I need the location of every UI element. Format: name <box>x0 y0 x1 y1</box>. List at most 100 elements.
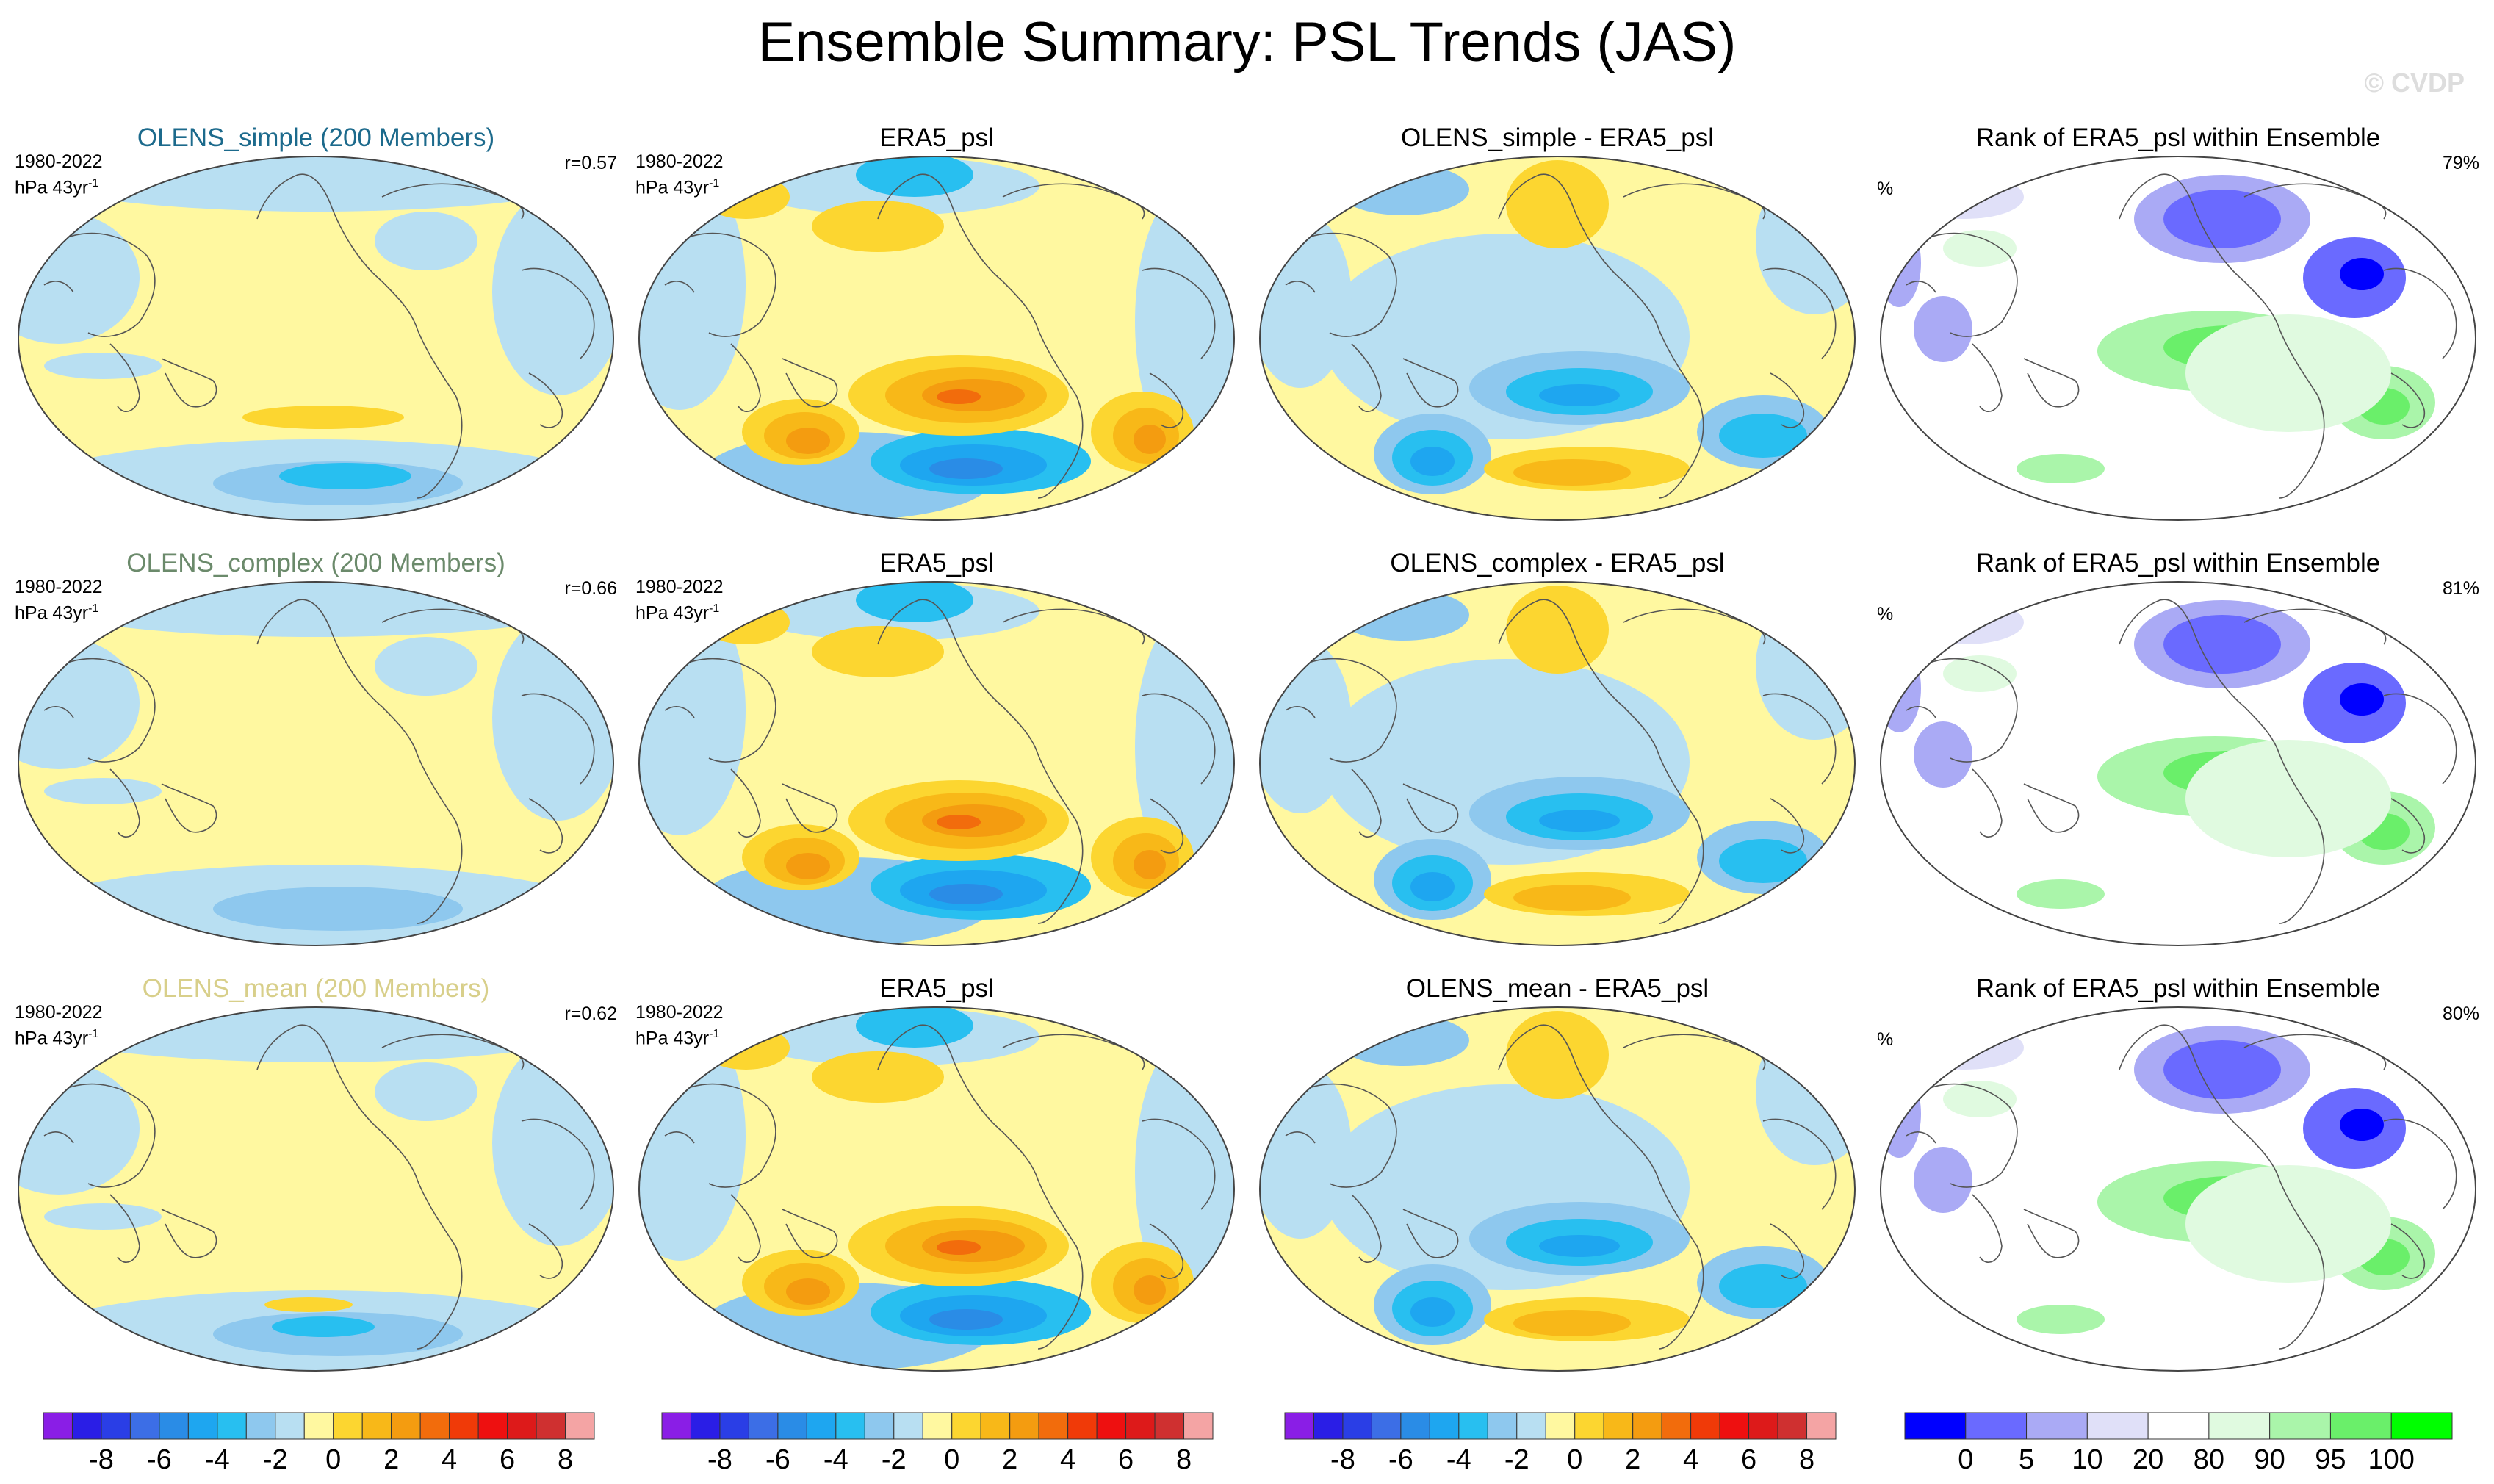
colorbar-tick-label: 100 <box>2368 1444 2415 1475</box>
colorbar-swatch <box>951 1412 981 1440</box>
panel-title: ERA5_psl <box>879 549 994 577</box>
colorbar-swatch <box>1516 1412 1546 1440</box>
units-text: hPa 43yr <box>635 1028 710 1049</box>
colorbar-swatch <box>1719 1412 1750 1440</box>
ensemble-map <box>18 1006 614 1372</box>
trend-colorbar <box>43 1412 595 1440</box>
colorbar-swatch <box>748 1412 779 1440</box>
units-label: hPa 43yr-1 <box>15 1023 103 1049</box>
colorbar-tick-label: 4 <box>442 1444 458 1475</box>
units-exponent: -1 <box>88 602 99 615</box>
colorbar-swatch <box>1038 1412 1069 1440</box>
colorbar-swatch <box>1125 1412 1156 1440</box>
colorbar-tick-label: -8 <box>1330 1444 1355 1475</box>
correlation-label: r=0.57 <box>564 153 617 173</box>
colorbar-tick-label: 95 <box>2315 1444 2346 1475</box>
colorbar-swatch <box>477 1412 508 1440</box>
colorbar-swatch <box>2026 1412 2088 1440</box>
units-label: hPa 43yr-1 <box>15 173 103 198</box>
obs-map <box>638 1006 1235 1372</box>
panel-title: Rank of ERA5_psl within Ensemble <box>1975 123 2381 152</box>
panel-title: OLENS_complex - ERA5_psl <box>1390 549 1725 577</box>
colorbar-swatch <box>2086 1412 2149 1440</box>
colorbar-swatch <box>2147 1412 2210 1440</box>
period-units-label: 1980-2022 hPa 43yr-1 <box>635 576 724 624</box>
colorbar-tick-label: -6 <box>765 1444 790 1475</box>
colorbar-swatch <box>980 1412 1011 1440</box>
colorbar-swatch <box>1284 1412 1314 1440</box>
colorbar-swatch <box>922 1412 953 1440</box>
period-label: 1980-2022 <box>635 577 724 597</box>
percent-unit-label: % <box>1877 1029 1894 1050</box>
units-exponent: -1 <box>88 177 99 190</box>
units-text: hPa 43yr <box>635 177 710 198</box>
colorbar-swatch <box>333 1412 363 1440</box>
colorbar-tick-label: 6 <box>1741 1444 1757 1475</box>
colorbar-swatch <box>303 1412 334 1440</box>
panel-title: OLENS_complex (200 Members) <box>126 549 505 577</box>
colorbar-tick-label: 8 <box>1175 1444 1192 1475</box>
colorbar-tick-label: 90 <box>2254 1444 2285 1475</box>
colorbar-swatch <box>1904 1412 1967 1440</box>
obs-map <box>638 156 1235 521</box>
period-label: 1980-2022 <box>15 151 103 172</box>
colorbar-swatch <box>1487 1412 1518 1440</box>
rank-percent-label: 81% <box>2442 578 2479 599</box>
colorbar-swatch <box>1183 1412 1214 1440</box>
colorbar-tick-label: -2 <box>1504 1444 1529 1475</box>
rank-percent-label: 79% <box>2442 153 2479 173</box>
trend-colorbar <box>1284 1412 1837 1440</box>
panel-title: ERA5_psl <box>879 123 994 152</box>
colorbar-swatch <box>1067 1412 1098 1440</box>
colorbar-swatch <box>1690 1412 1720 1440</box>
period-label: 1980-2022 <box>15 1002 103 1023</box>
colorbar-swatch <box>2208 1412 2271 1440</box>
diff-map <box>1259 1006 1856 1372</box>
colorbar-tick-label: -4 <box>204 1444 230 1475</box>
colorbar-swatch <box>1806 1412 1837 1440</box>
colorbar-swatch <box>275 1412 305 1440</box>
colorbar-swatch <box>1777 1412 1808 1440</box>
units-exponent: -1 <box>88 1028 99 1040</box>
percent-unit-label: % <box>1877 604 1894 624</box>
panel-title: Rank of ERA5_psl within Ensemble <box>1975 549 2381 577</box>
panel-title: OLENS_mean (200 Members) <box>142 974 490 1003</box>
colorbar-swatch <box>661 1412 691 1440</box>
colorbar-tick-label: 2 <box>1002 1444 1018 1475</box>
correlation-label: r=0.66 <box>564 578 617 599</box>
panel-title: OLENS_simple - ERA5_psl <box>1401 123 1714 152</box>
colorbar-swatch <box>835 1412 865 1440</box>
colorbar-swatch <box>101 1412 131 1440</box>
colorbar-swatch <box>1313 1412 1344 1440</box>
colorbar-swatch <box>159 1412 189 1440</box>
colorbar-swatch <box>1458 1412 1488 1440</box>
colorbar-swatch <box>391 1412 421 1440</box>
colorbar-swatch <box>2390 1412 2453 1440</box>
units-text: hPa 43yr <box>15 1028 89 1049</box>
correlation-label: r=0.62 <box>564 1004 617 1024</box>
period-units-label: 1980-2022 hPa 43yr-1 <box>635 1001 724 1049</box>
diff-map <box>1259 581 1856 946</box>
colorbar-swatch <box>806 1412 837 1440</box>
period-label: 1980-2022 <box>635 1002 724 1023</box>
percent-unit-label: % <box>1877 179 1894 199</box>
colorbar-tick-label: 4 <box>1683 1444 1699 1475</box>
colorbar-swatch <box>2269 1412 2331 1440</box>
rank-map <box>1880 581 2476 946</box>
colorbar-swatch <box>1661 1412 1692 1440</box>
colorbar-swatch <box>1748 1412 1778 1440</box>
colorbar-tick-label: -6 <box>146 1444 172 1475</box>
colorbar-tick-label: 0 <box>1567 1444 1583 1475</box>
colorbar-swatch <box>719 1412 749 1440</box>
colorbar-swatch <box>565 1412 595 1440</box>
colorbar-swatch <box>1400 1412 1430 1440</box>
colorbar-swatch <box>1371 1412 1402 1440</box>
colorbar-tick-label: 8 <box>1798 1444 1815 1475</box>
colorbar-swatch <box>129 1412 160 1440</box>
colorbar-tick-label: 4 <box>1060 1444 1076 1475</box>
colorbar-swatch <box>187 1412 218 1440</box>
colorbar-tick-label: 8 <box>557 1444 574 1475</box>
ensemble-map <box>18 156 614 521</box>
colorbar-tick-label: 80 <box>2193 1444 2225 1475</box>
obs-map <box>638 581 1235 946</box>
